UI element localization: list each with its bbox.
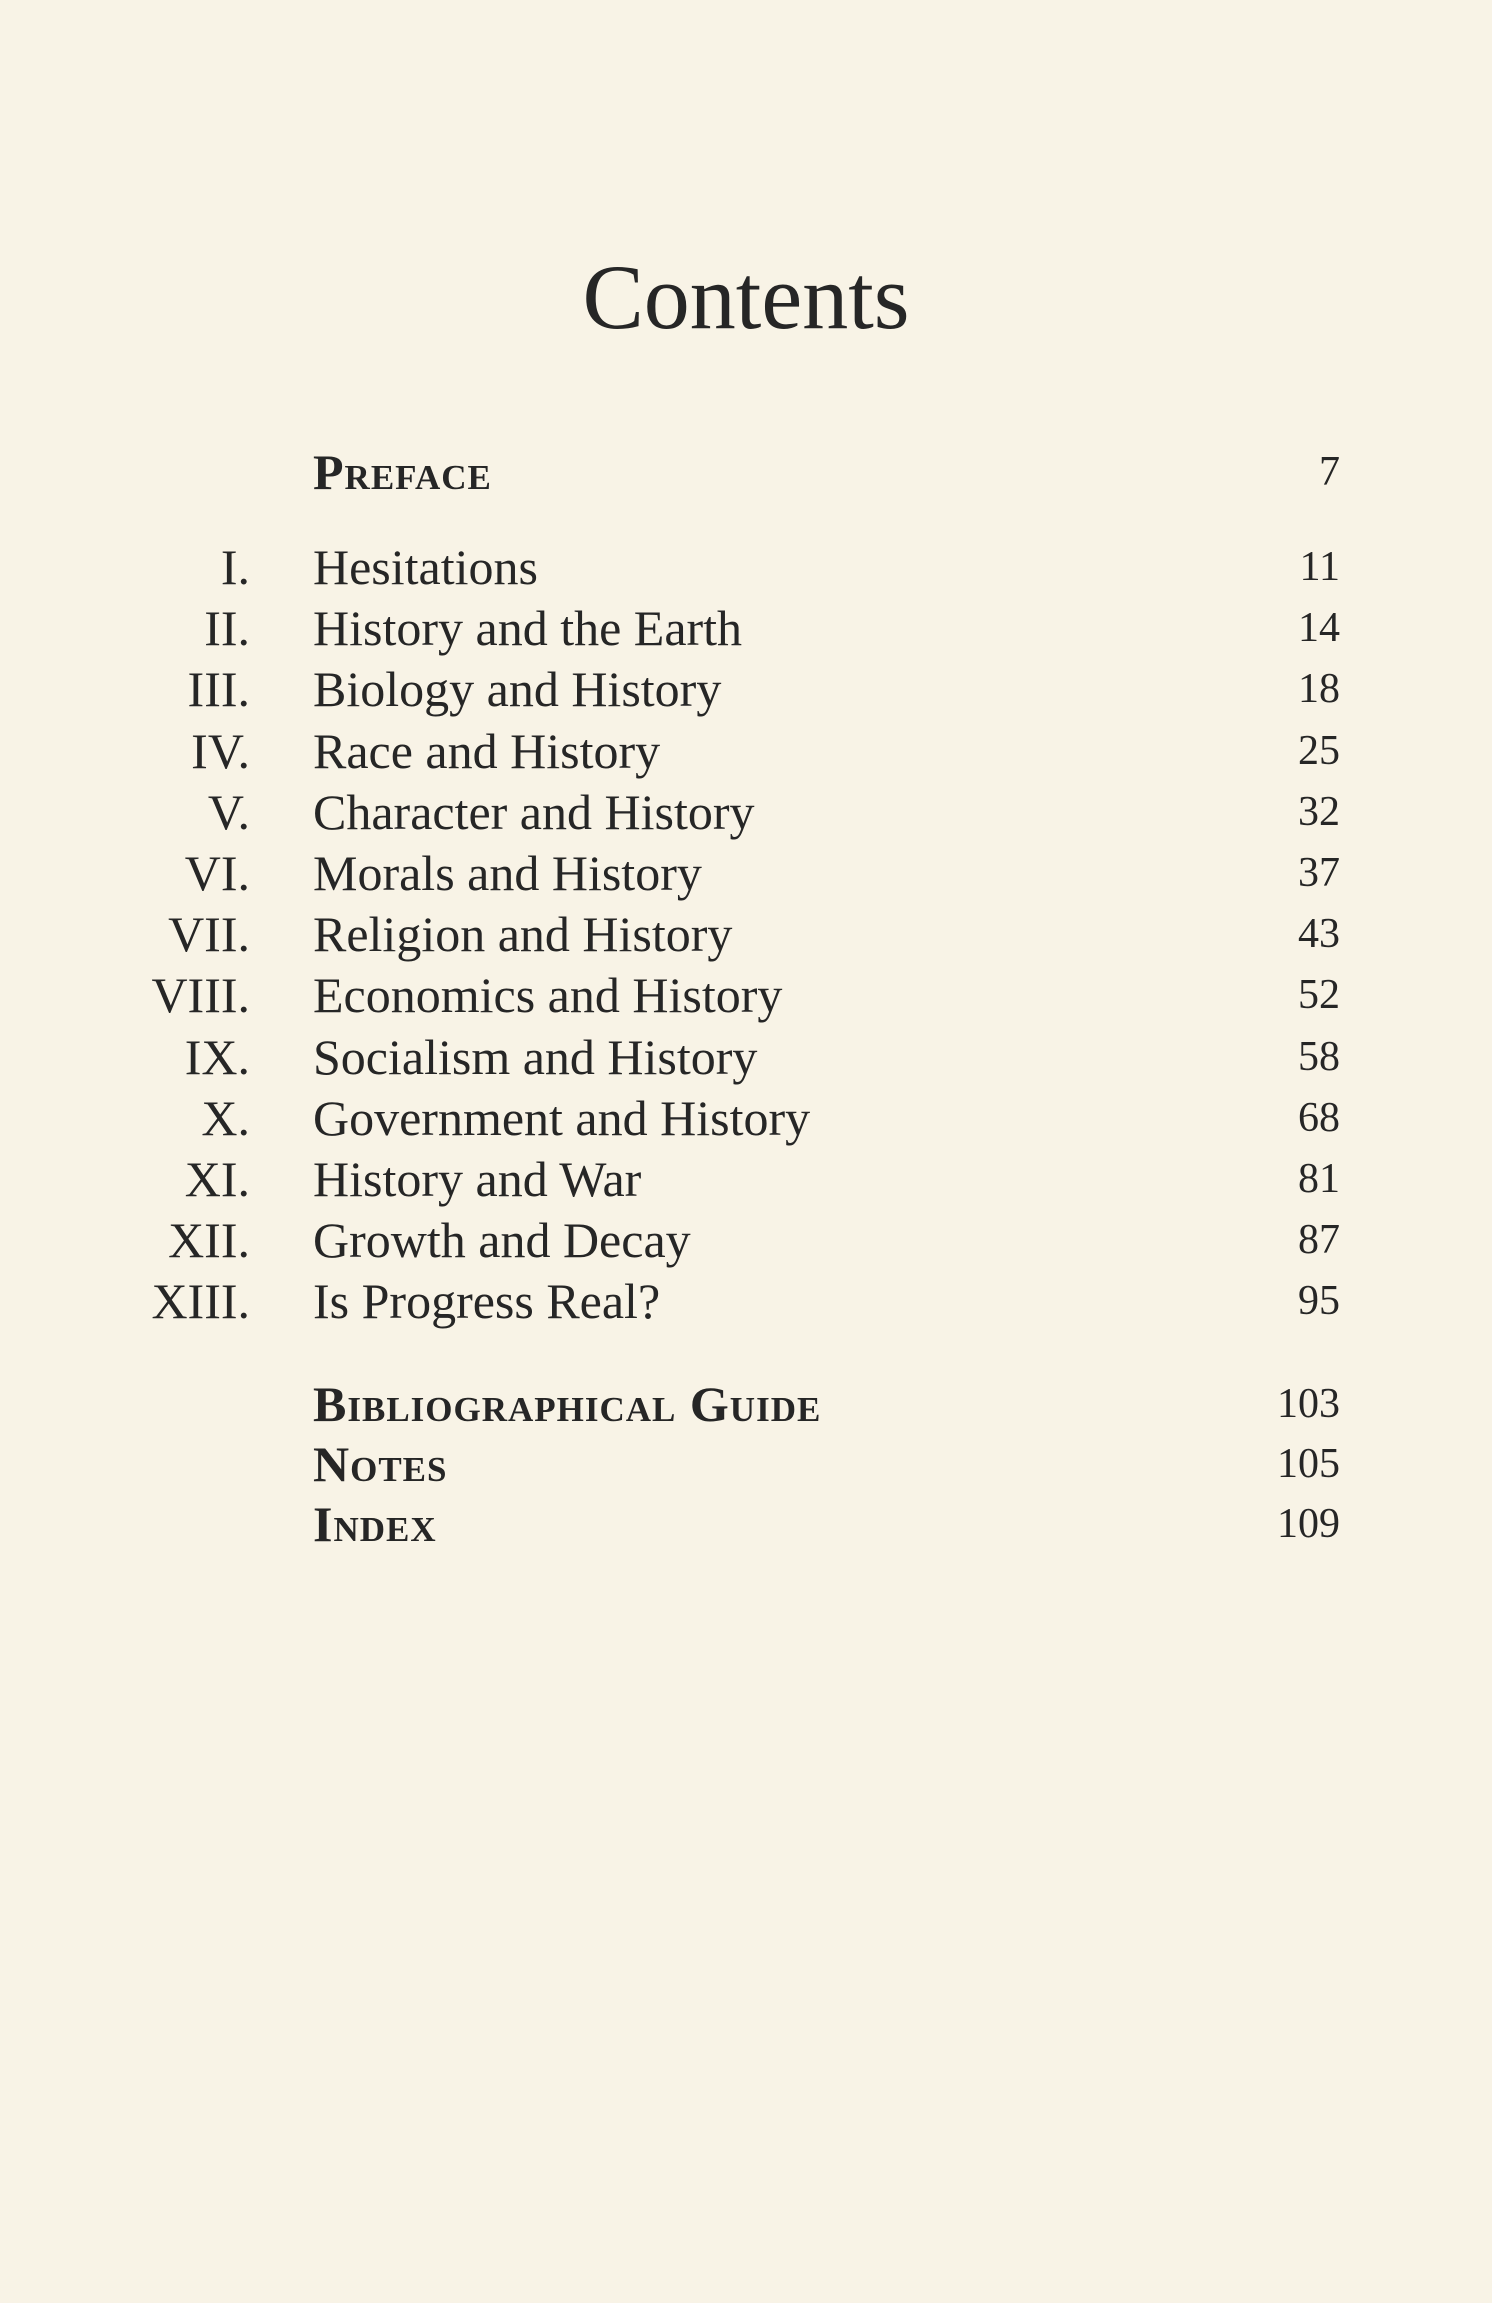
chapter-list: I. Hesitations 11 II. History and the Ear… xyxy=(0,537,1492,1332)
chapter-title: History and the Earth xyxy=(313,600,743,657)
toc-entry-preface: Preface 7 xyxy=(0,442,1492,503)
entry-label: Preface xyxy=(313,444,492,500)
entry-page: 58 xyxy=(1298,1033,1340,1080)
entry-page: 105 xyxy=(1277,1441,1340,1487)
entry-page: 32 xyxy=(1298,788,1340,835)
toc-entry-back-matter: Notes 105 xyxy=(0,1434,1492,1494)
chapter-title: History and War xyxy=(313,1150,642,1207)
entry-page: 25 xyxy=(1298,727,1340,774)
toc-entry-chapter: III. Biology and History 18 xyxy=(0,659,1492,720)
entry-page: 103 xyxy=(1277,1381,1340,1427)
entry-label: Bibliographical Guide xyxy=(313,1376,822,1432)
toc-entry-chapter: XIII. Is Progress Real? 95 xyxy=(0,1271,1492,1332)
chapter-numeral: XII. xyxy=(168,1212,250,1269)
page-title: Contents xyxy=(582,246,910,348)
entry-page: 37 xyxy=(1298,849,1340,896)
chapter-title: Morals and History xyxy=(313,844,702,901)
entry-page: 7 xyxy=(1319,449,1340,495)
chapter-numeral: X. xyxy=(201,1089,250,1146)
chapter-numeral: III. xyxy=(187,661,250,718)
chapter-numeral: IX. xyxy=(184,1028,250,1085)
toc-entry-back-matter: Index 109 xyxy=(0,1494,1492,1554)
chapter-numeral: VIII. xyxy=(151,967,250,1024)
entry-page: 87 xyxy=(1298,1217,1340,1264)
entry-page: 43 xyxy=(1298,911,1340,958)
chapter-numeral: II. xyxy=(204,600,250,657)
chapter-numeral: I. xyxy=(220,539,250,595)
chapter-title: Growth and Decay xyxy=(313,1212,691,1269)
chapter-title: Socialism and History xyxy=(313,1028,758,1085)
toc-entry-chapter: VI. Morals and History 37 xyxy=(0,843,1492,904)
toc-entry-chapter: XII. Growth and Decay 87 xyxy=(0,1210,1492,1271)
chapter-numeral: IV. xyxy=(191,722,250,779)
toc-entry-chapter: X. Government and History 68 xyxy=(0,1088,1492,1149)
entry-page: 18 xyxy=(1298,666,1340,713)
chapter-title: Hesitations xyxy=(313,539,538,595)
back-matter-list: Bibliographical Guide 103 Notes 105 Index … xyxy=(0,1374,1492,1554)
chapter-title: Is Progress Real? xyxy=(313,1273,661,1330)
entry-label: Index xyxy=(313,1496,437,1552)
chapter-numeral: VII. xyxy=(168,906,250,963)
entry-page: 52 xyxy=(1298,972,1340,1019)
entry-page: 95 xyxy=(1298,1278,1340,1325)
entry-page: 109 xyxy=(1277,1501,1340,1547)
toc-entry-chapter: XI. History and War 81 xyxy=(0,1149,1492,1210)
toc-entry-back-matter: Bibliographical Guide 103 xyxy=(0,1374,1492,1434)
toc-entry-chapter: VIII. Economics and History 52 xyxy=(0,965,1492,1026)
chapter-numeral: V. xyxy=(207,783,250,840)
chapter-numeral: XI. xyxy=(184,1150,250,1207)
chapter-numeral: XIII. xyxy=(151,1273,250,1330)
chapter-title: Character and History xyxy=(313,783,755,840)
entry-page: 11 xyxy=(1299,544,1340,590)
chapter-numeral: VI. xyxy=(184,844,250,901)
toc-entry-chapter: II. History and the Earth 14 xyxy=(0,598,1492,659)
entry-page: 81 xyxy=(1298,1155,1340,1202)
toc-entry-chapter: VII. Religion and History 43 xyxy=(0,904,1492,965)
entry-label: Notes xyxy=(313,1436,448,1492)
chapter-title: Biology and History xyxy=(313,661,722,718)
toc-entry-chapter: IV. Race and History 25 xyxy=(0,721,1492,782)
chapter-title: Economics and History xyxy=(313,967,783,1024)
preface-section: Preface 7 xyxy=(0,442,1492,503)
chapter-title: Government and History xyxy=(313,1089,811,1146)
toc-entry-chapter: IX. Socialism and History 58 xyxy=(0,1027,1492,1088)
chapter-title: Race and History xyxy=(313,722,661,779)
toc-entry-chapter: V. Character and History 32 xyxy=(0,782,1492,843)
toc-entry-chapter: I. Hesitations 11 xyxy=(0,537,1492,598)
entry-page: 68 xyxy=(1298,1094,1340,1141)
chapter-title: Religion and History xyxy=(313,906,733,963)
entry-page: 14 xyxy=(1298,605,1340,652)
